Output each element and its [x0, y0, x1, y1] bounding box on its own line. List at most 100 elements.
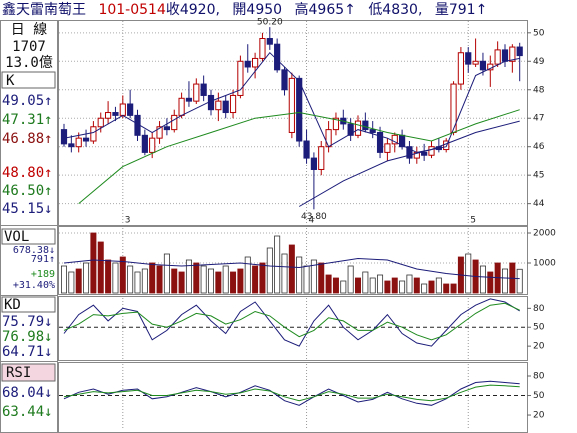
candle-body	[222, 100, 229, 114]
volume-bar	[207, 268, 214, 294]
panel-tag	[1, 363, 56, 382]
candle-body	[207, 94, 215, 111]
rsi-value: 63.44↓	[2, 404, 53, 420]
volume-bar	[200, 265, 207, 294]
candle-body	[281, 69, 288, 91]
open: 開4950	[232, 2, 282, 18]
volume-bar	[391, 277, 398, 294]
volume-bar	[149, 262, 156, 294]
candle-body	[82, 137, 90, 142]
candle-body	[200, 83, 207, 96]
volume-bar	[516, 268, 523, 294]
candle-body	[428, 146, 435, 156]
rsi-value: 68.04↓	[2, 385, 53, 401]
volume-bar	[310, 259, 317, 294]
candle-body	[215, 100, 222, 111]
candle-body	[421, 151, 428, 156]
candle-body	[119, 103, 126, 116]
volume-bar	[487, 271, 494, 294]
candle-body	[229, 94, 237, 114]
volume-bar	[435, 277, 442, 294]
candle-body	[97, 117, 104, 128]
volume-bar	[185, 259, 192, 294]
volume-bar	[318, 262, 325, 294]
volume-bar	[377, 274, 384, 294]
candle-body	[171, 114, 178, 131]
volume-bar	[354, 277, 361, 294]
date: 101-0514	[98, 2, 165, 18]
panel-tag	[1, 228, 56, 245]
volume-bar	[83, 262, 90, 294]
x-tick-label: 5	[470, 216, 476, 226]
y-tick-label: 20	[533, 411, 545, 421]
candle-body	[112, 112, 119, 116]
volume-bar	[259, 262, 266, 294]
volume-bar	[501, 268, 508, 294]
indicator-line	[63, 298, 520, 347]
indicator-line	[63, 384, 520, 402]
volume-bar	[369, 277, 376, 294]
panel-title: KD	[4, 297, 21, 313]
candle-body	[244, 60, 251, 68]
volume-bar	[90, 232, 97, 294]
volume-bar	[266, 247, 273, 294]
candle-body	[369, 129, 376, 133]
candle-body	[193, 83, 200, 102]
volume-bar	[156, 265, 163, 294]
candle-body	[156, 126, 163, 139]
volume-bar	[112, 262, 119, 294]
candle-body	[457, 52, 464, 85]
high: 高4965↑	[295, 1, 356, 18]
y-tick-label: 80	[533, 372, 545, 382]
vol-value: 678.38↓	[13, 245, 55, 256]
candle-body	[465, 52, 472, 65]
annotation: 50.20	[257, 18, 283, 28]
low: 低4830,	[368, 2, 422, 18]
ma-value: 46.88↑	[2, 131, 53, 147]
candle-body	[259, 38, 266, 59]
panel-title: RSI	[6, 365, 31, 381]
volume-bar	[127, 265, 134, 294]
candle-body	[347, 123, 354, 136]
y-tick-label: 44	[533, 199, 545, 209]
volume-bar	[215, 271, 222, 294]
panel-frame	[58, 226, 528, 295]
kd-value: 75.79↓	[2, 314, 53, 330]
stock-name: 鑫天雷南萄王	[2, 1, 86, 18]
y-tick-label: 48	[533, 85, 545, 95]
volume-bar	[288, 244, 295, 294]
volume-bar	[443, 283, 450, 294]
volume-average	[63, 257, 520, 280]
y-tick-label: 50	[533, 28, 545, 38]
moving-average	[78, 109, 520, 204]
x-tick-label: 3	[125, 216, 131, 226]
candle-body	[310, 157, 317, 170]
volume-bar	[163, 253, 170, 294]
volume-bar	[465, 253, 472, 294]
price-value: 45.15↓	[2, 201, 53, 217]
volume-bar	[75, 268, 82, 294]
candle-body	[127, 103, 134, 116]
candle-body	[501, 49, 509, 62]
close: 收4920,	[166, 2, 220, 18]
moving-average	[63, 51, 520, 153]
y-tick-label: 49	[533, 57, 545, 67]
candle-body	[472, 60, 479, 65]
period: 日 線	[11, 22, 47, 38]
volume-bar	[252, 265, 259, 294]
volume-bar	[296, 256, 303, 294]
amount: 13.0億	[5, 55, 53, 71]
panel-title: VOL	[4, 229, 29, 245]
candle-body	[494, 49, 501, 65]
candle-body	[479, 60, 487, 71]
volume-bar	[332, 277, 339, 294]
volume-bar	[347, 265, 354, 294]
candle-body	[509, 46, 516, 62]
candle-body	[296, 77, 303, 142]
volume-bar	[178, 271, 185, 294]
volume-bar	[413, 277, 420, 294]
y-tick-label: 20	[533, 342, 545, 352]
vol-value: +31.40%	[13, 280, 55, 291]
candle-body	[303, 140, 310, 159]
y-tick-label: 47	[533, 114, 544, 124]
